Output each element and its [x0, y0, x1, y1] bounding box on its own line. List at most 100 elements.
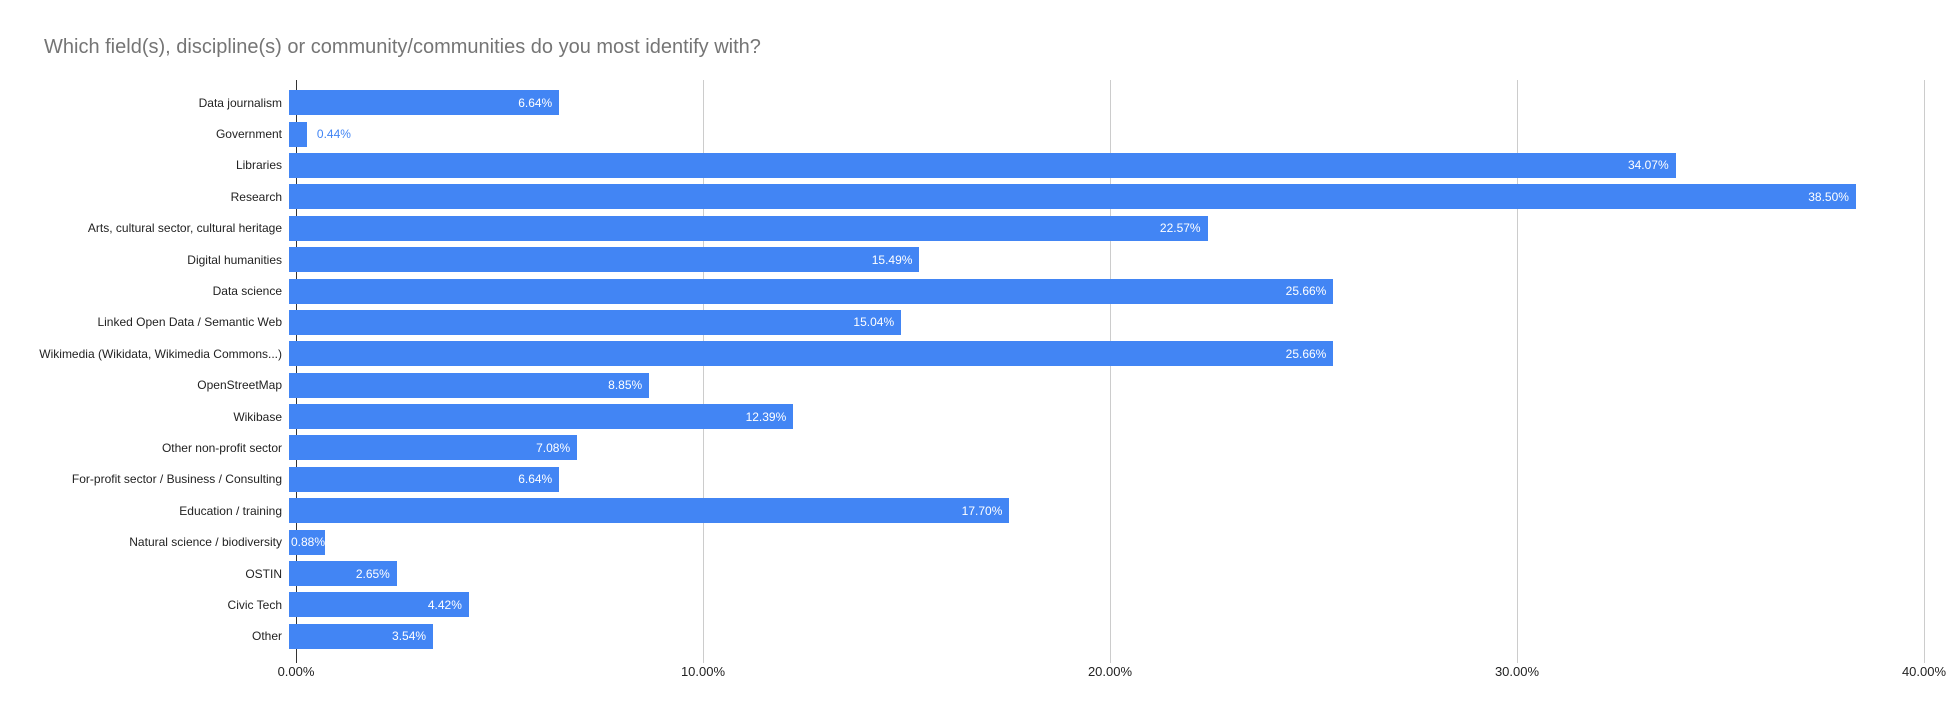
chart-row: OpenStreetMap 8.85% — [0, 370, 1924, 401]
chart-row: Data journalism 6.64% — [0, 87, 1924, 118]
x-axis: 0.00% 10.00% 20.00% 30.00% 40.00% — [278, 664, 1946, 682]
chart-row: Research 38.50% — [0, 181, 1924, 212]
category-label: OSTIN — [245, 566, 282, 581]
x-axis-tick-label: 0.00% — [277, 664, 315, 679]
bar-value-label: 8.85% — [608, 378, 643, 393]
bar-track: 3.54% — [289, 623, 1917, 649]
bar[interactable]: 3.54% — [289, 623, 434, 649]
bar-track: 0.44% — [289, 121, 1917, 147]
bar-track: 0.88% — [289, 529, 1917, 555]
bar-track: 25.66% — [289, 341, 1917, 367]
bar[interactable]: 8.85% — [289, 372, 650, 398]
category-label: Research — [230, 189, 282, 204]
bar-value-label: 22.57% — [1159, 221, 1201, 236]
category-label: Education / training — [179, 503, 282, 518]
chart-row: Arts, cultural sector, cultural heritage… — [0, 213, 1924, 244]
bar-track: 34.07% — [289, 152, 1917, 178]
bar[interactable]: 34.07% — [289, 152, 1676, 178]
category-label: Wikibase — [233, 409, 282, 424]
bar-track: 6.64% — [289, 90, 1917, 116]
gridline — [1517, 80, 1518, 663]
chart-row: Digital humanities 15.49% — [0, 244, 1924, 275]
category-label: Government — [215, 127, 282, 142]
category-label: Linked Open Data / Semantic Web — [97, 315, 282, 330]
bar[interactable]: 17.70% — [289, 498, 1010, 524]
category-label: Other non-profit sector — [161, 440, 282, 455]
bar-rows: Data journalism 6.64% Government 0.44% Libra… — [0, 87, 1924, 652]
category-label: Wikimedia (Wikidata, Wikimedia Commons..… — [39, 346, 282, 361]
bar[interactable]: 6.64% — [289, 90, 560, 116]
chart-row: Wikibase 12.39% — [0, 401, 1924, 432]
chart-row: Other non-profit sector 7.08% — [0, 432, 1924, 463]
bar-value-label: 34.07% — [1627, 158, 1669, 173]
bar-value-label: 6.64% — [518, 95, 553, 110]
bar-value-label: 7.08% — [536, 440, 571, 455]
bar[interactable]: 15.04% — [289, 309, 902, 335]
bar-value-label: 12.39% — [745, 409, 787, 424]
x-axis-tick-label: 10.00% — [680, 664, 726, 679]
bar-value-label: 25.66% — [1285, 346, 1327, 361]
chart-row: Libraries 34.07% — [0, 150, 1924, 181]
bar[interactable]: 2.65% — [289, 561, 397, 587]
bar-track: 25.66% — [289, 278, 1917, 304]
chart-row: Linked Open Data / Semantic Web 15.04% — [0, 307, 1924, 338]
chart-row: Education / training 17.70% — [0, 495, 1924, 526]
bar[interactable]: 25.66% — [289, 278, 1334, 304]
bar[interactable]: 38.50% — [289, 184, 1856, 210]
category-label: Other — [251, 629, 282, 644]
category-label: Arts, cultural sector, cultural heritage — [87, 221, 282, 236]
bar-value-label: 0.44% — [316, 127, 351, 142]
bar-value-label: 15.04% — [853, 315, 895, 330]
chart-row: For-profit sector / Business / Consultin… — [0, 464, 1924, 495]
chart-row: Civic Tech 4.42% — [0, 589, 1924, 620]
bar-value-label: 15.49% — [871, 252, 913, 267]
plot-area — [296, 80, 1925, 663]
category-label: Digital humanities — [187, 252, 282, 267]
chart-row: Wikimedia (Wikidata, Wikimedia Commons..… — [0, 338, 1924, 369]
chart-row: Natural science / biodiversity 0.88% — [0, 526, 1924, 557]
bar-track: 15.04% — [289, 309, 1917, 335]
y-axis-line — [296, 80, 297, 663]
bar[interactable]: 22.57% — [289, 215, 1208, 241]
bar-track: 22.57% — [289, 215, 1917, 241]
category-label: OpenStreetMap — [197, 378, 282, 393]
gridline — [1110, 80, 1111, 663]
bar[interactable] — [289, 121, 307, 147]
category-label: For-profit sector / Business / Consultin… — [71, 472, 282, 487]
bar-value-label: 17.70% — [961, 503, 1003, 518]
bar-value-label: 3.54% — [392, 629, 427, 644]
bar-track: 7.08% — [289, 435, 1917, 461]
bar-track: 6.64% — [289, 466, 1917, 492]
x-axis-tick-label: 40.00% — [1901, 664, 1947, 679]
chart-row: Other 3.54% — [0, 621, 1924, 652]
bar-value-label: 25.66% — [1285, 284, 1327, 299]
bar[interactable]: 4.42% — [289, 592, 469, 618]
bar-track: 38.50% — [289, 184, 1917, 210]
category-label: Natural science / biodiversity — [129, 535, 282, 550]
bar[interactable]: 6.64% — [289, 466, 560, 492]
bar[interactable]: 0.88% — [289, 529, 326, 555]
category-label: Libraries — [235, 158, 282, 173]
bar-track: 4.42% — [289, 592, 1917, 618]
bar-value-label: 2.65% — [355, 566, 390, 581]
category-label: Data science — [212, 284, 282, 299]
gridline — [1924, 80, 1925, 663]
bar-track: 17.70% — [289, 498, 1917, 524]
bar-value-label: 0.88% — [291, 535, 326, 550]
bar[interactable]: 15.49% — [289, 247, 920, 273]
bar-track: 2.65% — [289, 561, 1917, 587]
bar-value-label: 4.42% — [427, 597, 462, 612]
category-label: Data journalism — [198, 95, 282, 110]
bar-track: 15.49% — [289, 247, 1917, 273]
bar[interactable]: 25.66% — [289, 341, 1334, 367]
chart-row: Data science 25.66% — [0, 275, 1924, 306]
bar[interactable]: 12.39% — [289, 404, 794, 430]
category-label: Civic Tech — [227, 597, 282, 612]
x-axis-tick-label: 30.00% — [1494, 664, 1540, 679]
bar[interactable]: 7.08% — [289, 435, 578, 461]
gridline — [703, 80, 704, 663]
bar-value-label: 6.64% — [518, 472, 553, 487]
bar-value-label: 38.50% — [1808, 189, 1849, 204]
chart-row: Government 0.44% — [0, 118, 1924, 149]
